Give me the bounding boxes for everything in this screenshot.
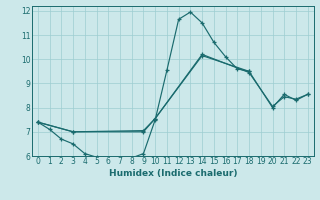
X-axis label: Humidex (Indice chaleur): Humidex (Indice chaleur) <box>108 169 237 178</box>
